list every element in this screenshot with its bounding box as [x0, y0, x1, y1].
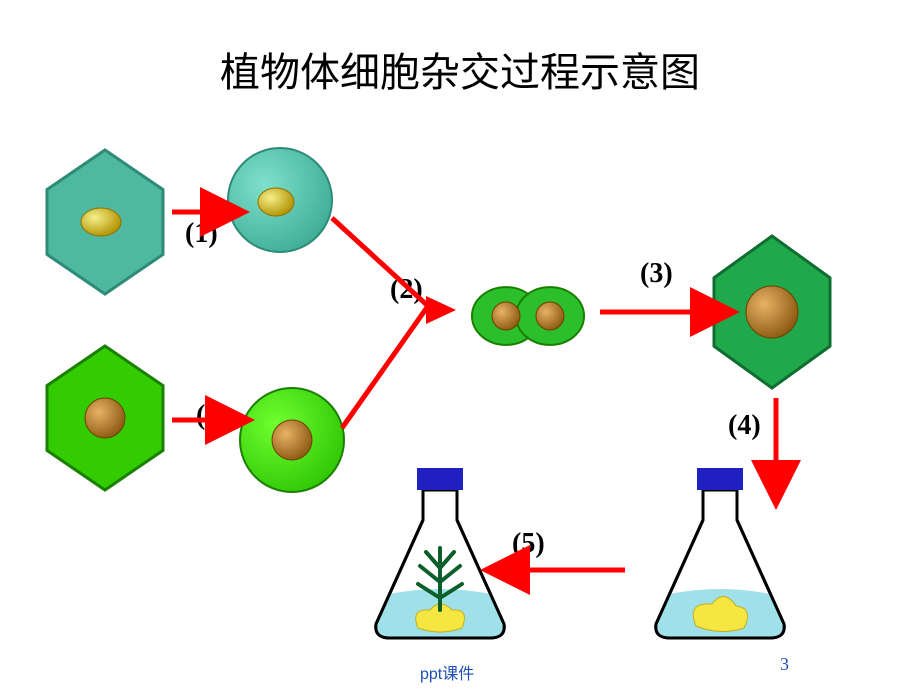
process-arrows — [172, 212, 776, 570]
hybrid-cell — [714, 236, 830, 388]
flask-plantlet — [376, 468, 504, 638]
protoplast-b — [240, 388, 344, 492]
protoplast-a — [228, 148, 332, 252]
diagram-svg — [0, 0, 920, 690]
plant-cell-b — [47, 346, 163, 490]
fused-protoplast — [472, 287, 584, 345]
flask-callus — [656, 468, 784, 638]
plant-cell-a — [47, 150, 163, 294]
